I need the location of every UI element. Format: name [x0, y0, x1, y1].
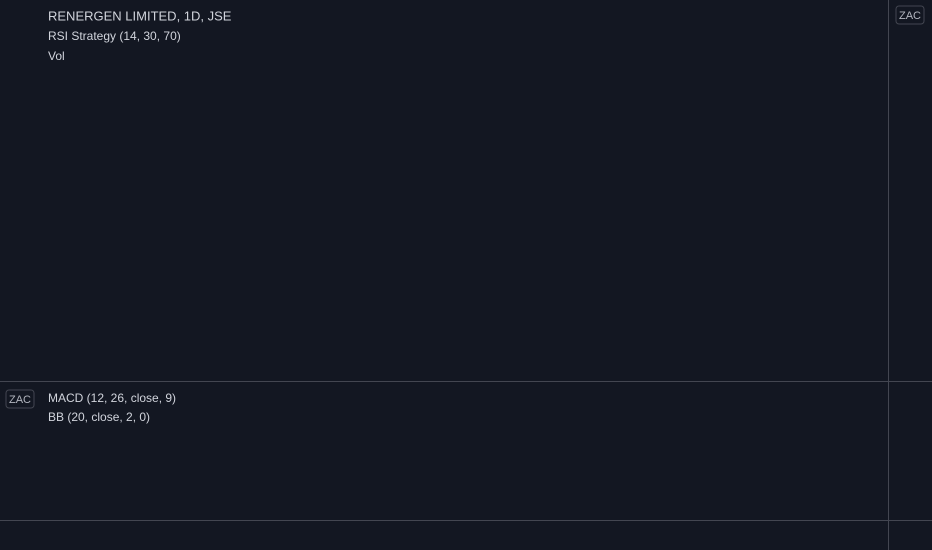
indicator-title: BB (20, close, 2, 0) [48, 410, 150, 424]
unit-label: ZAC [9, 394, 31, 406]
unit-label: ZAC [899, 10, 921, 22]
indicator-title: MACD (12, 26, close, 9) [48, 391, 176, 405]
chart-title: RENERGEN LIMITED, 1D, JSE [48, 8, 232, 23]
unit-box[interactable] [895, 5, 925, 25]
unit-box[interactable] [5, 389, 35, 409]
indicator-label: RSI Strategy (14, 30, 70) [48, 29, 181, 43]
indicator-label: Vol [48, 49, 65, 63]
